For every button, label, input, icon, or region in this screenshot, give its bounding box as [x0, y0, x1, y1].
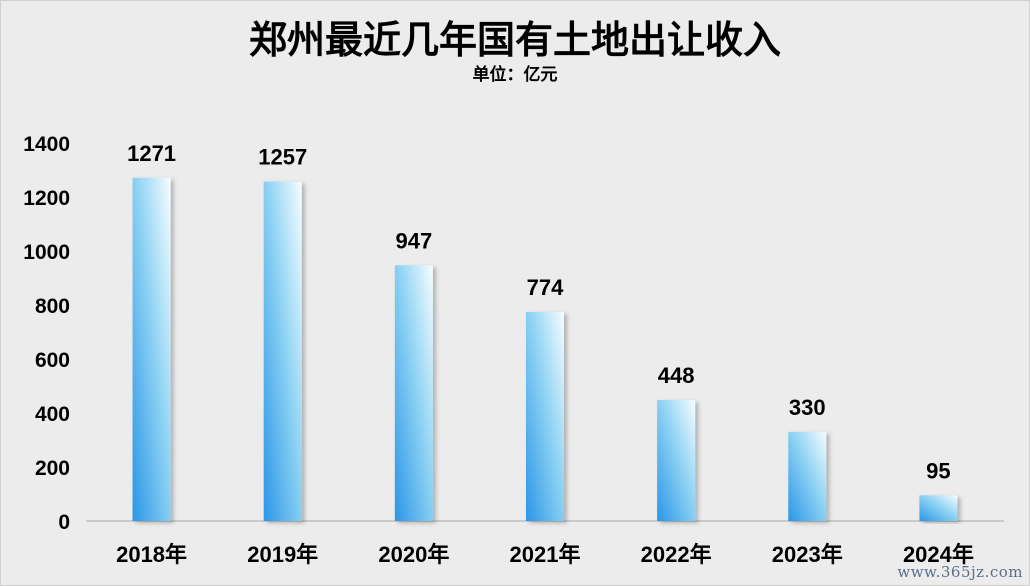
y-tick-label: 600: [35, 349, 70, 372]
y-axis-tick-labels: 0 200 400 600 800 1000 1200 1400: [23, 133, 70, 534]
y-tick-label: 1000: [23, 241, 70, 264]
bar-value-label: 774: [527, 275, 564, 300]
bar-value-label: 1271: [127, 141, 176, 166]
chart-title: 郑州最近几年国有土地出让收入: [248, 20, 781, 62]
y-tick-label: 1400: [23, 133, 70, 156]
x-axis-tick-labels: 2018年 2019年 2020年 2021年 2022年 2023年 2024年: [116, 542, 974, 567]
data-labels-group: 1271 1257 947 774 448 330 95: [127, 141, 951, 484]
bar: [788, 431, 827, 521]
x-tick-label: 2024年: [903, 542, 974, 567]
y-tick-label: 1200: [23, 187, 70, 210]
x-tick-label: 2019年: [247, 542, 318, 567]
x-tick-label: 2022年: [641, 542, 712, 567]
watermark-text: www.365jz.com: [897, 563, 1023, 581]
bars-group: [132, 177, 958, 522]
x-tick-label: 2020年: [378, 542, 449, 567]
bar-value-label: 947: [395, 228, 432, 253]
x-tick-label: 2023年: [772, 542, 843, 567]
y-tick-label: 0: [58, 511, 70, 534]
chart-subtitle: 单位：亿元: [472, 65, 558, 84]
bar: [394, 265, 433, 521]
x-tick-label: 2021年: [510, 542, 581, 567]
bar-value-label: 95: [926, 458, 950, 483]
y-tick-label: 200: [35, 457, 70, 480]
bar: [919, 495, 958, 521]
bar: [263, 181, 302, 522]
bar: [657, 400, 696, 521]
x-tick-label: 2018年: [116, 542, 187, 567]
bar: [526, 312, 564, 521]
y-tick-label: 400: [35, 403, 70, 426]
bar: [132, 177, 171, 521]
bar-value-label: 1257: [258, 145, 307, 170]
bar-value-label: 330: [789, 395, 826, 420]
y-tick-label: 800: [35, 295, 70, 318]
bar-value-label: 448: [658, 363, 695, 388]
